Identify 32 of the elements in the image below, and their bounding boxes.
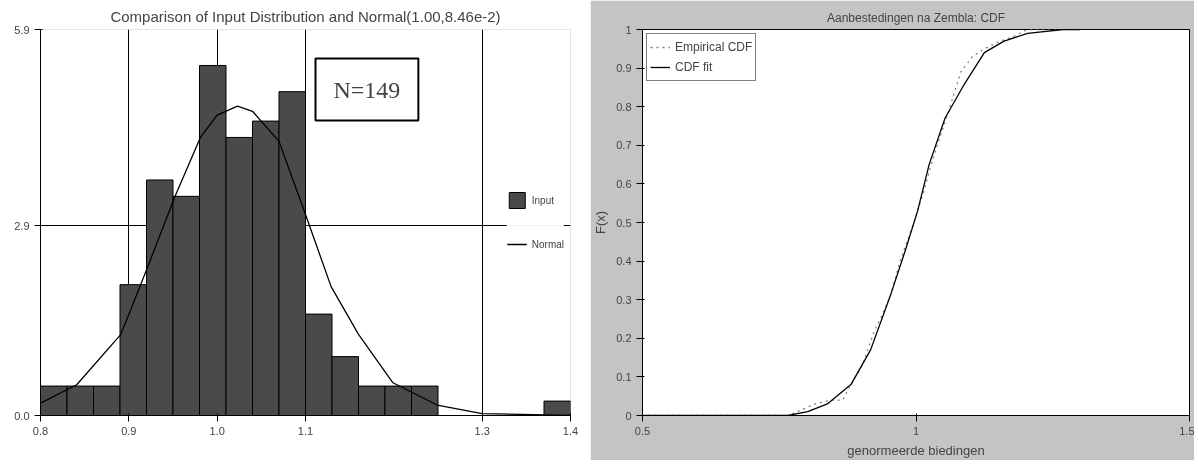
y-tick-label: 0 — [625, 409, 632, 422]
y-axis-title: F(x) — [593, 210, 609, 235]
y-tick-label: 0.9 — [616, 62, 632, 75]
x-tick-label: 0.9 — [121, 424, 137, 437]
y-tick-label: 0.4 — [616, 255, 632, 268]
legend-label: Normal — [531, 238, 564, 250]
chart-title: Comparison of Input Distribution and Normal(1.00,8.46e-2) — [110, 7, 501, 25]
y-tick-label: 0.6 — [616, 177, 632, 190]
chart-title: Aanbestedingen na Zembla: CDF — [826, 10, 1006, 25]
y-tick-label: 0.2 — [616, 332, 632, 345]
y-tick-label: 5.9 — [14, 23, 30, 36]
y-tick-label: 2.9 — [14, 219, 30, 232]
y-tick-label: 0.3 — [616, 293, 632, 306]
x-axis-title: genormeerde biedingen — [847, 442, 985, 458]
x-tick-label: 1 — [912, 424, 920, 437]
legend-label: Empirical CDF — [675, 40, 753, 54]
y-tick-label: 0.1 — [616, 370, 632, 383]
annotation: N=149 — [333, 76, 401, 103]
y-tick-label: 0.5 — [616, 216, 632, 229]
x-tick-label: 1.0 — [209, 424, 225, 437]
legend-label: Input — [531, 194, 555, 206]
x-tick-label: 1.1 — [297, 424, 314, 437]
x-tick-label: 1.3 — [474, 424, 490, 437]
x-tick-label: 0.5 — [634, 424, 651, 437]
x-tick-label: 0.8 — [32, 424, 49, 437]
x-tick-label: 1.5 — [1179, 424, 1195, 437]
y-tick-label: 1 — [625, 23, 632, 36]
y-tick-label: 0.0 — [14, 409, 30, 422]
y-tick-label: 0.8 — [616, 100, 632, 113]
legend-label: CDF fit — [675, 60, 713, 74]
y-tick-label: 0.7 — [616, 139, 632, 152]
x-tick-label: 1.4 — [562, 424, 579, 437]
